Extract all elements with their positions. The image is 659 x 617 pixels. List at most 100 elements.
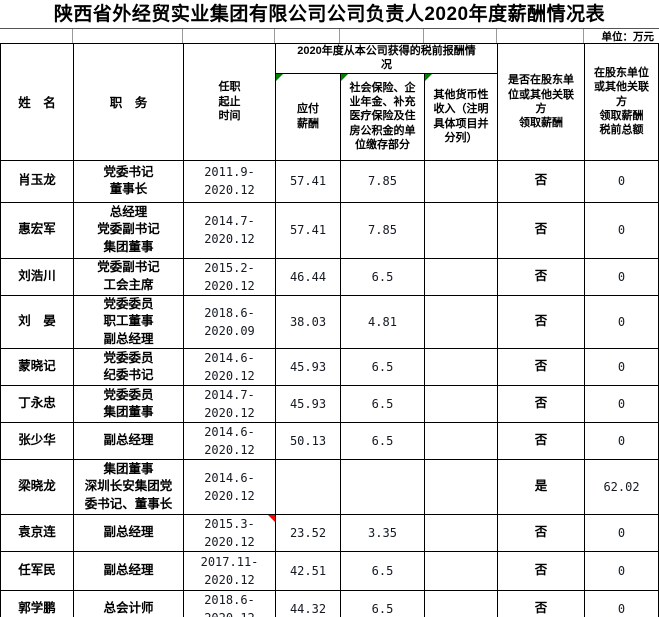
- related-total-cell: 0: [584, 590, 659, 617]
- other-income-cell: [424, 257, 498, 296]
- header-related-total: 在股东单位 或其他关联 方 领取薪酬 税前总额: [584, 43, 659, 161]
- related-total-cell: 0: [584, 385, 659, 424]
- term-cell: 2014.7- 2020.12: [183, 201, 276, 259]
- position-cell: 副总经理: [73, 514, 184, 553]
- related-total-cell: 0: [584, 159, 659, 203]
- other-income-cell: [424, 294, 498, 350]
- pay-cell: 44.32: [275, 590, 341, 617]
- related-party-cell: 否: [497, 385, 585, 424]
- term-cell: 2015.3- 2020.12: [183, 514, 276, 553]
- unit-strip-cell: [73, 29, 183, 43]
- related-party-cell: 否: [497, 159, 585, 203]
- name-cell: 惠宏军: [0, 201, 74, 259]
- table-row: 梁晓龙 集团董事 深圳长安集团党 委书记、董事长 2014.6- 2020.12…: [0, 459, 659, 516]
- related-total-cell: 0: [584, 348, 659, 387]
- position-cell: 党委委员 职工董事 副总经理: [73, 294, 184, 350]
- header-insurance-label: 社会保险、企 业年金、补充 医疗保险及住 房公积金的单 位缴存部分: [349, 81, 416, 152]
- page-title: 陕西省外经贸实业集团有限公司公司负责人2020年度薪酬情况表: [53, 4, 606, 25]
- related-total-cell: 0: [584, 514, 659, 553]
- term-cell: 2014.6- 2020.12: [183, 459, 276, 516]
- header-term: 任职 起止 时间: [183, 43, 276, 161]
- name-cell: 刘 晏: [0, 294, 74, 350]
- name-cell: 任军民: [0, 551, 74, 592]
- related-total-cell: 0: [584, 257, 659, 296]
- related-party-cell: 是: [497, 459, 585, 516]
- unit-strip-cell: [0, 29, 73, 43]
- term-cell: 2014.6- 2020.12: [183, 422, 276, 461]
- insurance-cell: [340, 459, 425, 516]
- name-cell: 郭学鹏: [0, 590, 74, 617]
- header-insurance: 社会保险、企 业年金、补充 医疗保险及住 房公积金的单 位缴存部分: [340, 72, 425, 161]
- pay-cell: 46.44: [275, 257, 341, 296]
- header-name: 姓 名: [0, 43, 74, 161]
- term-cell: 2017.11- 2020.12: [183, 551, 276, 592]
- other-income-cell: [424, 201, 498, 259]
- table-row: 刘 晏 党委委员 职工董事 副总经理 2018.6- 2020.09 38.03…: [0, 294, 659, 350]
- insurance-cell: 7.85: [340, 201, 425, 259]
- related-party-cell: 否: [497, 201, 585, 259]
- table-row: 蒙晓记 党委委员 纪委书记 2014.6- 2020.12 45.93 6.5 …: [0, 348, 659, 387]
- table-row: 张少华 副总经理 2014.6- 2020.12 50.13 6.5 否 0: [0, 422, 659, 461]
- related-party-cell: 否: [497, 257, 585, 296]
- header-row-sub: 应付 薪酬 社会保险、企 业年金、补充 医疗保险及住 房公积金的单 位缴存部分 …: [1, 72, 659, 161]
- other-income-cell: [424, 348, 498, 387]
- insurance-cell: 6.5: [340, 590, 425, 617]
- insurance-cell: 6.5: [340, 551, 425, 592]
- position-cell: 党委书记 董事长: [73, 159, 184, 203]
- pay-cell: 45.93: [275, 348, 341, 387]
- header-pay-label: 应付 薪酬: [297, 103, 319, 130]
- related-total-cell: 0: [584, 551, 659, 592]
- term-cell: 2014.6- 2020.12: [183, 348, 276, 387]
- other-income-cell: [424, 159, 498, 203]
- table-row: 惠宏军 总经理 党委副书记 集团董事 2014.7- 2020.12 57.41…: [0, 201, 659, 259]
- pay-cell: 50.13: [275, 422, 341, 461]
- header-other-income: 其他货币性 收入（注明 具体项目并 分列）: [424, 72, 498, 161]
- position-cell: 副总经理: [73, 422, 184, 461]
- position-cell: 总经理 党委副书记 集团董事: [73, 201, 184, 259]
- table-row: 丁永忠 党委委员 集团董事 2014.7- 2020.12 45.93 6.5 …: [0, 385, 659, 424]
- insurance-cell: 7.85: [340, 159, 425, 203]
- name-cell: 袁京连: [0, 514, 74, 553]
- pay-cell: 45.93: [275, 385, 341, 424]
- header-position: 职 务: [73, 43, 184, 161]
- term-cell: 2018.6- 2020.12: [183, 590, 276, 617]
- related-party-cell: 否: [497, 514, 585, 553]
- insurance-cell: 4.81: [340, 294, 425, 350]
- salary-table: 姓 名 职 务 任职 起止 时间 2020年度从本公司获得的税前报酬情 况 是否…: [0, 43, 659, 617]
- comment-flag-icon: [268, 515, 275, 523]
- related-party-cell: 否: [497, 294, 585, 350]
- header-pretax-group: 2020年度从本公司获得的税前报酬情 况: [275, 43, 498, 74]
- pay-cell: 57.41: [275, 159, 341, 203]
- pay-cell: [275, 459, 341, 516]
- table-row: 袁京连 副总经理 2015.3- 2020.12 23.52 3.35 否 0: [0, 514, 659, 553]
- table-row: 郭学鹏 总会计师 2018.6- 2020.12 44.32 6.5 否 0: [0, 590, 659, 617]
- header-pay: 应付 薪酬: [275, 72, 341, 161]
- unit-strip-cell: [183, 29, 275, 43]
- unit-strip-cell: [340, 29, 424, 43]
- name-cell: 丁永忠: [0, 385, 74, 424]
- related-party-cell: 否: [497, 590, 585, 617]
- table-row: 肖玉龙 党委书记 董事长 2011.9- 2020.12 57.41 7.85 …: [0, 159, 659, 203]
- pay-cell: 38.03: [275, 294, 341, 350]
- unit-strip-cell: [275, 29, 340, 43]
- name-cell: 刘浩川: [0, 257, 74, 296]
- position-cell: 集团董事 深圳长安集团党 委书记、董事长: [73, 459, 184, 516]
- related-party-cell: 否: [497, 348, 585, 387]
- name-cell: 张少华: [0, 422, 74, 461]
- insurance-cell: 6.5: [340, 422, 425, 461]
- unit-label: 单位：万元: [601, 30, 655, 43]
- position-cell: 党委副书记 工会主席: [73, 257, 184, 296]
- insurance-cell: 3.35: [340, 514, 425, 553]
- position-cell: 党委委员 纪委书记: [73, 348, 184, 387]
- pay-cell: 23.52: [275, 514, 341, 553]
- pay-cell: 57.41: [275, 201, 341, 259]
- related-total-cell: 0: [584, 201, 659, 259]
- position-cell: 党委委员 集团董事: [73, 385, 184, 424]
- insurance-cell: 6.5: [340, 257, 425, 296]
- error-flag-icon: [425, 74, 432, 81]
- position-cell: 副总经理: [73, 551, 184, 592]
- position-cell: 总会计师: [73, 590, 184, 617]
- header-related-party: 是否在股东单 位或其他关联 方 领取薪酬: [497, 43, 585, 161]
- other-income-cell: [424, 422, 498, 461]
- header-other-income-label: 其他货币性 收入（注明 具体项目并 分列）: [433, 89, 489, 144]
